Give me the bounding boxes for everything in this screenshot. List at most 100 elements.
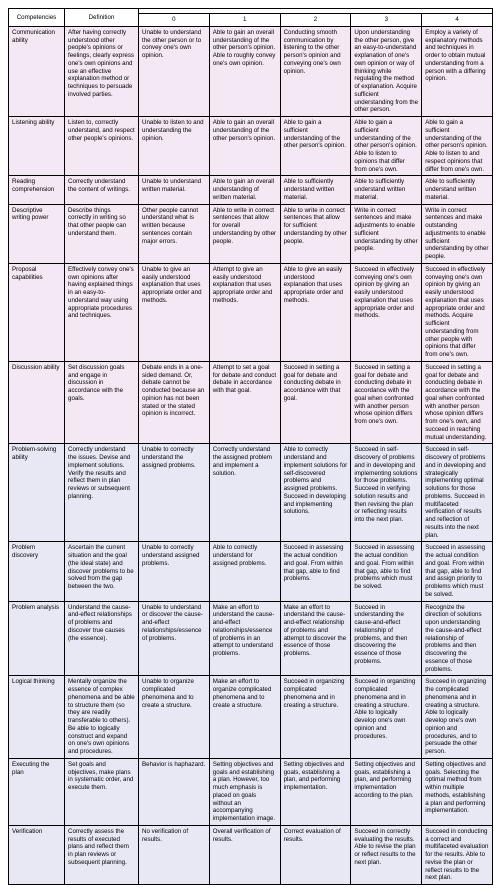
table-row: Descriptive writing powerDescribe things… bbox=[9, 204, 493, 263]
level-2-cell: Succeed in setting a goal for debate and… bbox=[280, 361, 351, 444]
competency-cell: Proposal capabilities bbox=[9, 263, 65, 361]
level-4-cell: Succeed in organizing the complicated ph… bbox=[422, 676, 493, 759]
table-row: Discussion abilitySet discussion goals a… bbox=[9, 361, 493, 444]
competency-cell: Communication ability bbox=[9, 26, 65, 116]
level-4-cell: Succeed in conducting a correct and mult… bbox=[422, 825, 493, 884]
level-0-cell: Unable to understand written material. bbox=[139, 176, 210, 204]
definition-cell: Correctly assess the results of executed… bbox=[65, 825, 139, 884]
header-level-2: 2 bbox=[280, 14, 351, 27]
definition-cell: Describe things correctly in writing so … bbox=[65, 204, 139, 263]
definition-cell: After having correctly understood other … bbox=[65, 26, 139, 116]
competency-cell: Executing the plan bbox=[9, 758, 65, 825]
definition-cell: Set goals and objectives, make plans in … bbox=[65, 758, 139, 825]
level-1-cell: Able to gain an overall understanding of… bbox=[209, 117, 280, 176]
level-4-cell: Able to sufficiently understand written … bbox=[422, 176, 493, 204]
level-0-cell: Unable to correctly understand the assig… bbox=[139, 444, 210, 542]
competency-cell: Logical thinking bbox=[9, 676, 65, 759]
level-2-cell: Correct evaluation of results. bbox=[280, 825, 351, 884]
competency-cell: Problem analysis bbox=[9, 601, 65, 676]
level-3-cell: Succeed in setting a goal for debate and… bbox=[351, 361, 422, 444]
definition-cell: Mentally organize the essence of complex… bbox=[65, 676, 139, 759]
definition-cell: Correctly understand the content of writ… bbox=[65, 176, 139, 204]
table-row: Problem discoveryAscertain the current s… bbox=[9, 542, 493, 601]
level-2-cell: Succeed in organizing complicated phenom… bbox=[280, 676, 351, 759]
level-3-cell: Succeed in effectively conveying one's o… bbox=[351, 263, 422, 361]
table-row: Logical thinkingMentally organize the es… bbox=[9, 676, 493, 759]
definition-cell: Effectively convey one's own opinions af… bbox=[65, 263, 139, 361]
header-competencies: Competencies bbox=[9, 9, 65, 27]
rubric-table: Competencies Definition 0 1 2 3 4 Commun… bbox=[8, 8, 493, 885]
competency-cell: Problem-solving ability bbox=[9, 444, 65, 542]
level-1-cell: Attempt to give an easily understood exp… bbox=[209, 263, 280, 361]
definition-cell: Understand the cause-and-effect relation… bbox=[65, 601, 139, 676]
level-4-cell: Write in correct sentences and make outs… bbox=[422, 204, 493, 263]
header-definition: Definition bbox=[65, 9, 139, 27]
table-row: Problem-solving abilityCorrectly underst… bbox=[9, 444, 493, 542]
level-0-cell: Unable to give an easily understood expl… bbox=[139, 263, 210, 361]
level-1-cell: Able to write in correct sentences that … bbox=[209, 204, 280, 263]
competency-cell: Listening ability bbox=[9, 117, 65, 176]
level-0-cell: Other people cannot understand what is w… bbox=[139, 204, 210, 263]
competency-cell: Reading comprehension bbox=[9, 176, 65, 204]
level-3-cell: Succeed in self-discovery of problems an… bbox=[351, 444, 422, 542]
competency-cell: Problem discovery bbox=[9, 542, 65, 601]
level-4-cell: Succeed in effectively conveying one's o… bbox=[422, 263, 493, 361]
level-0-cell: Unable to understand the other person or… bbox=[139, 26, 210, 116]
competency-cell: Verification bbox=[9, 825, 65, 884]
level-3-cell: Write in correct sentences and make adju… bbox=[351, 204, 422, 263]
header-level-1: 1 bbox=[209, 14, 280, 27]
level-1-cell: Make an effort to understand the cause-a… bbox=[209, 601, 280, 676]
level-1-cell: Able to correctly understand for assigne… bbox=[209, 542, 280, 601]
level-4-cell: Employ a variety of explanatory methods … bbox=[422, 26, 493, 116]
level-2-cell: Able to sufficiently understand written … bbox=[280, 176, 351, 204]
competency-cell: Discussion ability bbox=[9, 361, 65, 444]
header-level-0: 0 bbox=[139, 14, 210, 27]
level-0-cell: Unable to correctly understand assigned … bbox=[139, 542, 210, 601]
table-row: Executing the planSet goals and objectiv… bbox=[9, 758, 493, 825]
definition-cell: Ascertain the current situation and the … bbox=[65, 542, 139, 601]
level-3-cell: Succeed in organizing complicated phenom… bbox=[351, 676, 422, 759]
level-1-cell: Able to gain an overall understanding of… bbox=[209, 176, 280, 204]
level-0-cell: Unable to listen to and understanding th… bbox=[139, 117, 210, 176]
level-3-cell: Succeed in understanding the cause-and-e… bbox=[351, 601, 422, 676]
level-1-cell: Correctly understand the assigned proble… bbox=[209, 444, 280, 542]
level-2-cell: Succeed in assessing the actual conditio… bbox=[280, 542, 351, 601]
definition-cell: Set discussion goals and engage in discu… bbox=[65, 361, 139, 444]
rubric-body: Communication abilityAfter having correc… bbox=[9, 26, 493, 884]
level-0-cell: Behavior is haphazard. bbox=[139, 758, 210, 825]
level-0-cell: Unable to understand or discover the cau… bbox=[139, 601, 210, 676]
level-2-cell: Able to give an easily understood explan… bbox=[280, 263, 351, 361]
level-3-cell: Succeed in assessing the actual conditio… bbox=[351, 542, 422, 601]
table-row: VerificationCorrectly assess the results… bbox=[9, 825, 493, 884]
level-4-cell: Setting objectives and goals. Selecting … bbox=[422, 758, 493, 825]
header-level-4: 4 bbox=[422, 14, 493, 27]
level-3-cell: Setting objectives and goals, establishi… bbox=[351, 758, 422, 825]
level-1-cell: Overall verification of results. bbox=[209, 825, 280, 884]
level-3-cell: Upon understanding the other person, giv… bbox=[351, 26, 422, 116]
level-4-cell: Succeed in self-discovery of problems an… bbox=[422, 444, 493, 542]
level-1-cell: Make an effort to organize complicated p… bbox=[209, 676, 280, 759]
definition-cell: Listen to, correctly understand, and res… bbox=[65, 117, 139, 176]
table-row: Reading comprehensionCorrectly understan… bbox=[9, 176, 493, 204]
header-level-3: 3 bbox=[351, 14, 422, 27]
level-0-cell: Unable to organize complicated phenomena… bbox=[139, 676, 210, 759]
level-4-cell: Succeed in assessing the actual conditio… bbox=[422, 542, 493, 601]
level-1-cell: Attempt to set a goal for debate and con… bbox=[209, 361, 280, 444]
level-4-cell: Able to gain a sufficient understanding … bbox=[422, 117, 493, 176]
level-4-cell: Succeed in setting a goal for debate and… bbox=[422, 361, 493, 444]
level-0-cell: No verification of results. bbox=[139, 825, 210, 884]
level-2-cell: Conducting smooth communication by liste… bbox=[280, 26, 351, 116]
table-row: Problem analysisUnderstand the cause-and… bbox=[9, 601, 493, 676]
level-0-cell: Debate ends in a one-sided demand. Or, d… bbox=[139, 361, 210, 444]
level-2-cell: Setting objectives and goals, establishi… bbox=[280, 758, 351, 825]
level-3-cell: Able to gain a sufficient understanding … bbox=[351, 117, 422, 176]
level-2-cell: Able to gain a sufficient understanding … bbox=[280, 117, 351, 176]
level-4-cell: Recognize the direction of solutions upo… bbox=[422, 601, 493, 676]
definition-cell: Correctly understand the issues. Devise … bbox=[65, 444, 139, 542]
level-1-cell: Able to gain an overall understanding of… bbox=[209, 26, 280, 116]
level-2-cell: Able to write in correct sentences that … bbox=[280, 204, 351, 263]
competency-cell: Descriptive writing power bbox=[9, 204, 65, 263]
table-row: Listening abilityListen to, correctly un… bbox=[9, 117, 493, 176]
level-2-cell: Able to correctly understand and impleme… bbox=[280, 444, 351, 542]
level-2-cell: Make an effort to understand the cause-a… bbox=[280, 601, 351, 676]
